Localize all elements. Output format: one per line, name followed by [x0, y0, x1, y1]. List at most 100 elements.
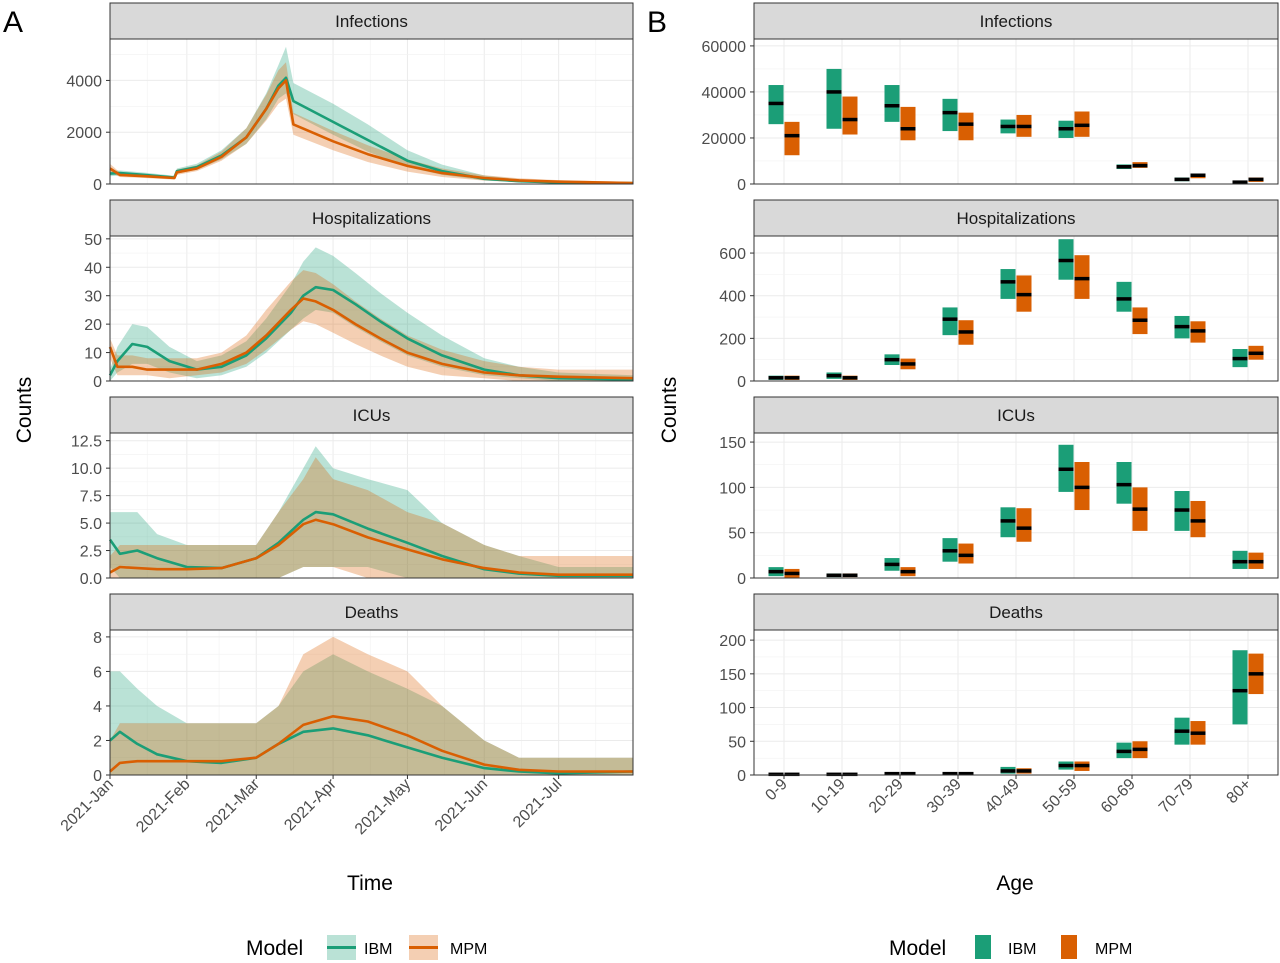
a-facet-plot-area-1 — [109, 235, 634, 382]
b-box-ibm-1 — [1116, 281, 1132, 312]
a-facet-strip-3 — [109, 593, 634, 631]
a-facet-y-tick-label-2: 12.5 — [71, 434, 102, 451]
a-band-mpm-3 — [110, 636, 633, 775]
a-facet-strip-1 — [109, 199, 634, 237]
a-facet-strip-0 — [109, 2, 634, 40]
panel-label-a: A — [3, 6, 23, 39]
a-facet-plot-area-0 — [109, 38, 634, 185]
a-facet-y-tick-label-1: 20 — [84, 317, 102, 334]
b-facet-y-tick-label-3: 150 — [719, 667, 746, 684]
a-band-mpm-0 — [110, 62, 633, 184]
b-box-mpm-2 — [958, 543, 974, 564]
a-x-tick-label: 2021-Feb — [133, 776, 194, 837]
b-facet-y-tick-label-0: 60000 — [702, 39, 747, 56]
legend-b-title: Model — [889, 937, 946, 960]
a-x-tick-label: 2021-May — [352, 776, 414, 838]
a-facet-y-tick-label-2: 10.0 — [71, 461, 102, 478]
b-box-ibm-0 — [942, 98, 958, 132]
a-facet-y-tick-label-3: 4 — [93, 699, 102, 716]
b-box-mpm-0 — [842, 96, 858, 135]
b-box-ibm-3 — [1232, 650, 1248, 725]
a-line-mpm-3 — [109, 714, 633, 773]
a-facet-y-tick-label-0: 2000 — [66, 125, 102, 142]
b-facet-strip-title-2: ICUs — [997, 406, 1035, 425]
a-facet-y-tick-label-3: 8 — [93, 630, 102, 647]
a-facet-y-tick-label-3: 0 — [93, 768, 102, 785]
b-box-mpm-2 — [1190, 500, 1206, 538]
b-x-tick-label: 50-59 — [1040, 776, 1081, 817]
b-facet-y-tick-label-3: 0 — [737, 768, 746, 785]
b-x-tick-label: 40-49 — [982, 776, 1023, 817]
b-facet-y-tick-label-1: 400 — [719, 289, 746, 306]
a-band-mpm-1 — [110, 270, 633, 381]
b-facet-strip-1 — [753, 199, 1279, 237]
a-facet-y-tick-label-1: 10 — [84, 346, 102, 363]
a-facet-strip-title-2: ICUs — [353, 406, 391, 425]
legend-b: Model IBM MPM — [889, 935, 1132, 960]
b-plot-border-1 — [753, 235, 1279, 382]
b-x-tick-label: 30-39 — [924, 776, 965, 817]
panel-a-time-series: Infections020004000Hospitalizations01020… — [58, 2, 634, 838]
a-facet-strip-2 — [109, 396, 634, 434]
a-facet-y-tick-label-2: 5.0 — [80, 516, 102, 533]
legend-a-mpm-label: MPM — [450, 941, 487, 958]
a-band-ibm-2 — [110, 446, 633, 578]
b-facet-strip-0 — [753, 2, 1279, 40]
b-box-ibm-1 — [1000, 269, 1016, 299]
b-facet-strip-3 — [753, 593, 1279, 631]
legend-b-ibm-key — [975, 935, 991, 959]
b-facet-y-tick-label-3: 200 — [719, 633, 746, 650]
a-facet-y-tick-label-1: 30 — [84, 289, 102, 306]
panel-a-y-axis-title: Counts — [13, 377, 36, 444]
legend-a-ibm-label: IBM — [364, 941, 392, 958]
legend-b-mpm-key — [1061, 935, 1077, 959]
a-band-ibm-3 — [110, 654, 633, 775]
a-plot-border-1 — [109, 235, 634, 382]
panel-b-x-axis-title: Age — [996, 872, 1033, 895]
a-x-tick-label: 2021-Jan — [58, 776, 117, 835]
b-plot-border-2 — [753, 432, 1279, 579]
a-facet-y-tick-label-0: 0 — [93, 177, 102, 194]
a-facet-y-tick-label-3: 2 — [93, 733, 102, 750]
a-plot-border-0 — [109, 38, 634, 185]
a-facet-plot-area-2 — [109, 432, 634, 579]
b-x-tick-label: 10-19 — [808, 776, 849, 817]
b-box-ibm-1 — [942, 307, 958, 336]
b-facet-y-tick-label-1: 200 — [719, 331, 746, 348]
a-line-mpm-2 — [109, 518, 633, 577]
a-facet-strip-title-3: Deaths — [345, 603, 399, 622]
legend-a-title: Model — [246, 937, 303, 960]
b-box-mpm-0 — [784, 121, 800, 156]
a-x-tick-label: 2021-Mar — [203, 775, 264, 836]
a-x-tick-label: 2021-Jun — [432, 776, 491, 835]
b-x-tick-label: 70-79 — [1156, 776, 1197, 817]
legend-b-ibm-label: IBM — [1008, 941, 1036, 958]
b-facet-y-tick-label-0: 0 — [737, 177, 746, 194]
b-facet-y-tick-label-0: 20000 — [702, 131, 747, 148]
a-line-ibm-1 — [108, 285, 634, 381]
b-x-tick-label: 0-9 — [762, 776, 790, 804]
b-facet-y-tick-label-2: 0 — [737, 571, 746, 588]
b-box-ibm-0 — [826, 68, 842, 129]
b-facet-y-tick-label-3: 100 — [719, 701, 746, 718]
a-facet-y-tick-label-0: 4000 — [66, 73, 102, 90]
b-box-mpm-0 — [958, 112, 974, 141]
b-box-ibm-0 — [884, 85, 900, 122]
b-facet-strip-title-0: Infections — [980, 12, 1053, 31]
b-x-tick-label: 80+ — [1224, 776, 1255, 807]
panel-b-y-axis-title: Counts — [658, 377, 681, 444]
b-box-mpm-2 — [1016, 508, 1032, 542]
b-x-tick-label: 60-69 — [1098, 776, 1139, 817]
b-facet-y-tick-label-2: 150 — [719, 435, 746, 452]
a-facet-strip-title-0: Infections — [335, 12, 408, 31]
a-plot-border-3 — [109, 629, 634, 776]
b-facet-y-tick-label-3: 50 — [728, 734, 746, 751]
a-line-mpm-1 — [108, 297, 634, 380]
a-line-ibm-3 — [109, 727, 634, 775]
a-x-tick-label: 2021-Apr — [281, 775, 340, 834]
b-facet-strip-title-3: Deaths — [989, 603, 1043, 622]
a-x-tick-label: 2021-Jul — [510, 776, 565, 831]
a-plot-border-2 — [109, 432, 634, 579]
a-facet-y-tick-label-2: 7.5 — [80, 489, 102, 506]
